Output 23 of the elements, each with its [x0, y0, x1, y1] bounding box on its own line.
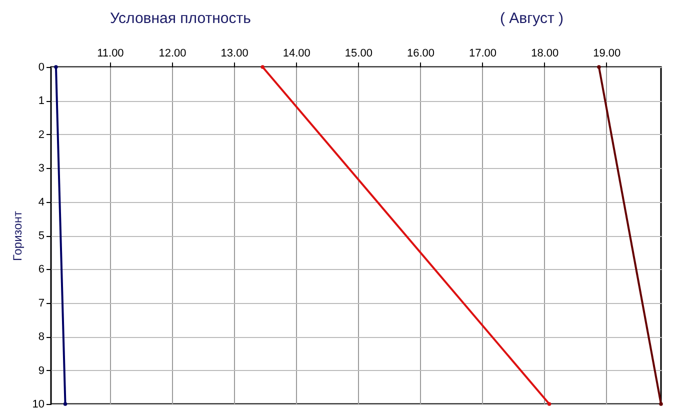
y-tick-label: 8 — [38, 331, 44, 344]
y-tick-label: 1 — [38, 95, 44, 108]
y-axis-title: Горизонт — [10, 210, 24, 261]
x-tick-label: 15.00 — [344, 48, 372, 60]
chart-subtitle: ( Август ) — [500, 10, 564, 27]
x-tick-label: 12.00 — [158, 48, 186, 60]
y-tick-label: 2 — [38, 128, 44, 141]
x-tick-label: 17.00 — [469, 48, 497, 60]
x-tick-label: 13.00 — [220, 48, 248, 60]
x-tick-label: 19.00 — [593, 48, 621, 60]
y-tick-label: 0 — [38, 62, 44, 74]
y-tick-label: 10 — [32, 398, 44, 410]
y-tick-label: 4 — [38, 196, 44, 208]
x-tick-label: 16.00 — [406, 48, 434, 60]
x-tick-label: 14.00 — [282, 48, 310, 60]
y-tick-label: 7 — [38, 297, 44, 310]
y-tick-label: 9 — [38, 364, 44, 377]
x-tick-label: 18.00 — [531, 48, 559, 60]
chart-title: Условная плотность — [110, 10, 251, 27]
y-tick-label: 6 — [38, 264, 44, 276]
y-tick-label: 3 — [38, 162, 44, 175]
x-tick-label: 11.00 — [97, 48, 124, 60]
y-tick-label: 5 — [38, 230, 44, 242]
